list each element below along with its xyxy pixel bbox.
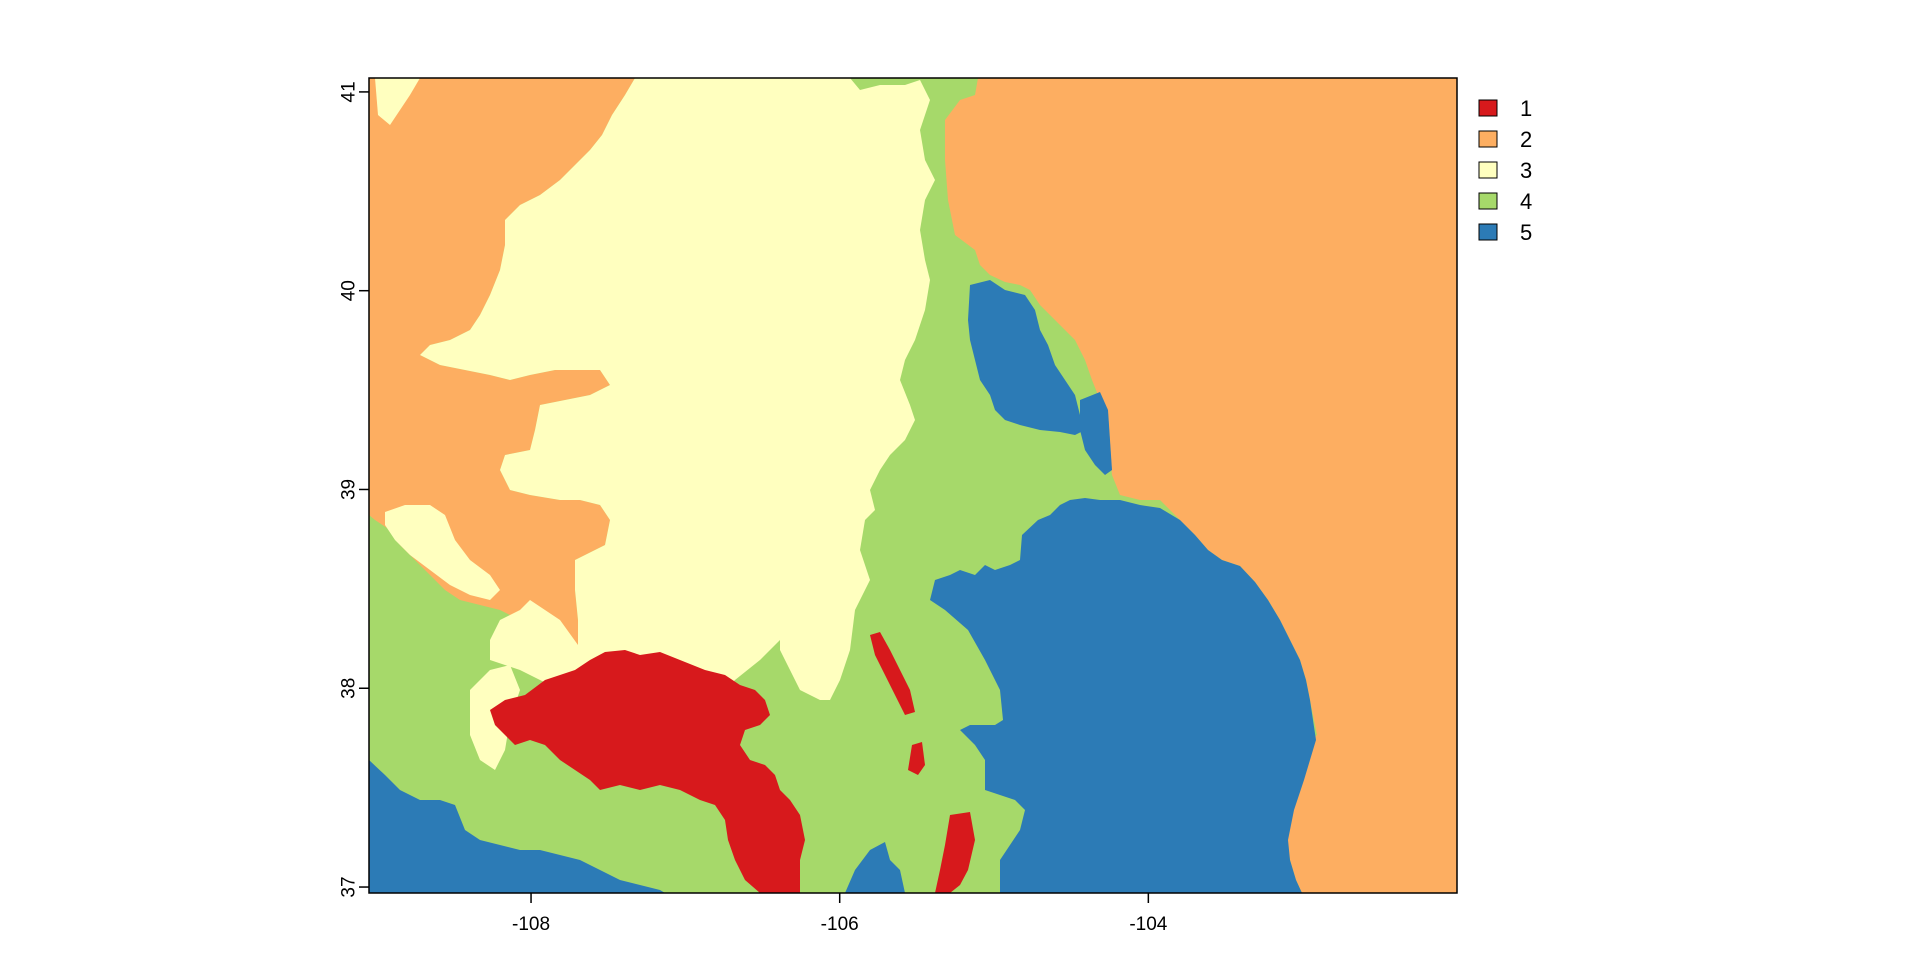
zone-class-2-west: [369, 78, 635, 645]
x-tick-label: -108: [512, 914, 550, 935]
y-tick-label: 37: [339, 876, 360, 897]
zone-class-3-top-left: [375, 78, 420, 125]
legend-label-4: 4: [1520, 189, 1532, 214]
x-tick-label: -106: [821, 914, 859, 935]
zone-class-5-east-central: [930, 498, 1316, 893]
y-tick-label: 38: [339, 678, 360, 699]
zone-class-1-mid-patch: [908, 742, 925, 775]
legend-swatch-2: [1478, 130, 1498, 148]
legend-label-3: 3: [1520, 158, 1532, 183]
y-tick-label: 41: [339, 81, 360, 102]
zone-class-1-south-streak: [935, 812, 975, 893]
zone-class-1-southwest: [490, 650, 805, 893]
plot-frame: [368, 77, 1458, 894]
y-tick-label: 40: [339, 280, 360, 301]
x-tick-label: -104: [1129, 914, 1167, 935]
zone-class-3-west-patch: [385, 505, 500, 600]
legend-swatch-4: [1478, 192, 1498, 210]
legend-swatch-1: [1478, 99, 1498, 117]
legend-label-1: 1: [1520, 96, 1532, 121]
legend: 1 2 3 4 5: [1478, 96, 1532, 245]
zone-class-1-dots: [870, 632, 915, 715]
legend-label-2: 2: [1520, 127, 1532, 152]
zone-class-5-north: [968, 280, 1085, 435]
zone-class-2-east: [945, 78, 1457, 893]
zone-class-5-patch: [1080, 392, 1112, 475]
legend-swatch-5: [1478, 223, 1498, 241]
y-tick-label: 39: [339, 479, 360, 500]
x-axis: -108 -106 -104: [512, 893, 1168, 935]
legend-swatch-3: [1478, 161, 1498, 179]
zone-class-5-south: [845, 842, 905, 893]
zone-class-5-southwest: [369, 760, 665, 893]
y-axis: 41 40 39 38 37: [339, 81, 369, 898]
raster-layer: [369, 78, 1457, 893]
legend-label-5: 5: [1520, 220, 1532, 245]
zone-class-3-central: [420, 78, 935, 735]
